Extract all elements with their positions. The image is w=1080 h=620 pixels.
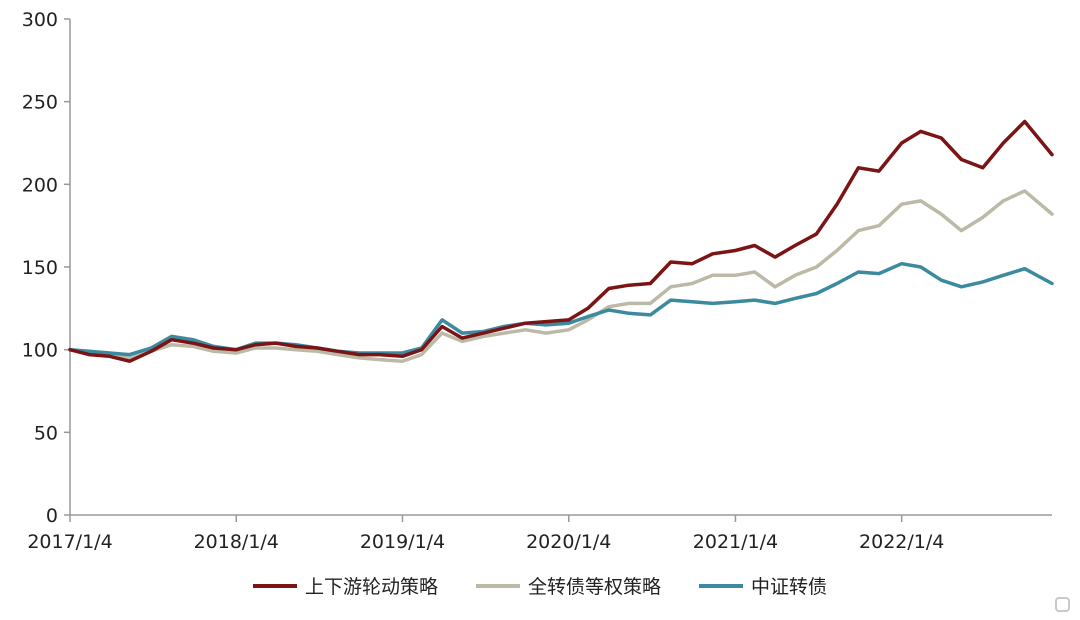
legend-swatch-series-2 xyxy=(475,583,520,588)
y-axis: 0 50 100 150 200 250 300 xyxy=(22,9,71,527)
legend-swatch-series-3 xyxy=(699,583,743,588)
x-tick-label: 2019/1/4 xyxy=(360,531,445,553)
watermark-icon xyxy=(1055,597,1070,612)
legend-item-series-1: 上下游轮动策略 xyxy=(252,572,438,599)
line-chart: 0 50 100 150 200 250 300 2017/1/4 2018/1/4 2019/… xyxy=(22,9,1054,553)
legend-item-series-2: 全转债等权策略 xyxy=(475,572,661,599)
legend-swatch-series-1 xyxy=(252,583,297,588)
series-line-1 xyxy=(68,119,1054,363)
legend-item-series-3: 中证转债 xyxy=(699,572,827,599)
series-line-3 xyxy=(68,261,1054,357)
y-tick-label: 250 xyxy=(22,92,58,114)
x-tick-label: 2018/1/4 xyxy=(194,531,279,553)
watermark-logo xyxy=(1055,597,1070,612)
x-tick-label: 2021/1/4 xyxy=(693,531,778,553)
legend-label-series-1: 上下游轮动策略 xyxy=(304,576,438,598)
y-tick-label: 0 xyxy=(46,505,58,527)
series-layer xyxy=(68,119,1054,363)
y-tick-label: 300 xyxy=(22,9,58,31)
y-tick-label: 150 xyxy=(22,257,58,279)
x-tick-label: 2022/1/4 xyxy=(859,531,944,553)
x-tick-label: 2017/1/4 xyxy=(27,531,112,553)
legend-label-series-2: 全转债等权策略 xyxy=(527,576,661,598)
y-tick-label: 100 xyxy=(22,340,58,362)
y-tick-label: 200 xyxy=(22,174,58,196)
legend: 上下游轮动策略 全转债等权策略 中证转债 xyxy=(0,572,1080,599)
y-tick-label: 50 xyxy=(34,422,58,444)
x-axis: 2017/1/4 2018/1/4 2019/1/4 2020/1/4 2021/1/4… xyxy=(27,514,1052,553)
series-line-2 xyxy=(68,189,1054,363)
legend-label-series-3: 中证转债 xyxy=(751,576,828,598)
x-tick-label: 2020/1/4 xyxy=(526,531,611,553)
